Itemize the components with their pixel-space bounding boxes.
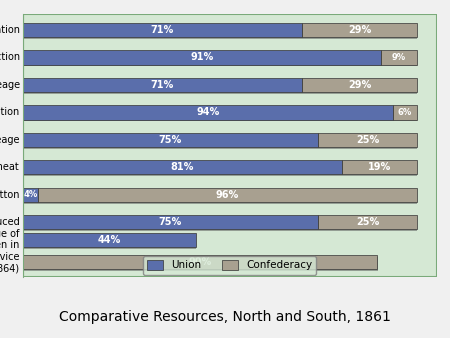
- Bar: [22, 23, 302, 37]
- Text: 19%: 19%: [368, 162, 391, 172]
- Bar: [303, 79, 417, 94]
- Text: 6%: 6%: [398, 108, 412, 117]
- Text: 71%: 71%: [151, 80, 174, 90]
- Bar: [39, 189, 417, 203]
- Text: Comparative Resources, North and South, 1861: Comparative Resources, North and South, …: [59, 311, 391, 324]
- Bar: [23, 162, 342, 176]
- Bar: [23, 189, 39, 203]
- Bar: [302, 23, 417, 37]
- Bar: [22, 105, 393, 120]
- Bar: [23, 107, 393, 121]
- Bar: [22, 50, 381, 65]
- Bar: [319, 134, 417, 149]
- Text: 4%: 4%: [23, 190, 37, 199]
- Text: 25%: 25%: [356, 135, 379, 145]
- Text: 94%: 94%: [196, 107, 220, 117]
- Bar: [381, 50, 417, 65]
- Bar: [393, 105, 417, 120]
- Bar: [22, 133, 318, 147]
- Bar: [22, 14, 436, 277]
- Legend: Union, Confederacy: Union, Confederacy: [143, 256, 316, 274]
- Bar: [22, 255, 378, 269]
- Text: 29%: 29%: [348, 25, 371, 35]
- Bar: [22, 160, 342, 174]
- Bar: [303, 25, 417, 39]
- Text: 25%: 25%: [356, 217, 379, 227]
- Text: 96%: 96%: [216, 190, 239, 200]
- Bar: [23, 52, 382, 66]
- Bar: [23, 257, 378, 271]
- Bar: [318, 133, 417, 147]
- Bar: [22, 215, 318, 230]
- Bar: [382, 52, 417, 66]
- Bar: [342, 162, 417, 176]
- Text: 75%: 75%: [159, 135, 182, 145]
- Bar: [342, 160, 417, 174]
- Bar: [319, 217, 417, 231]
- Text: 90%: 90%: [188, 257, 212, 267]
- Bar: [302, 78, 417, 92]
- Text: 29%: 29%: [348, 80, 371, 90]
- Bar: [318, 215, 417, 230]
- Bar: [23, 25, 303, 39]
- Bar: [23, 79, 303, 94]
- Text: 44%: 44%: [98, 235, 121, 245]
- Text: 71%: 71%: [151, 25, 174, 35]
- Text: 91%: 91%: [190, 52, 214, 63]
- Bar: [393, 107, 417, 121]
- Bar: [23, 217, 319, 231]
- Bar: [22, 188, 38, 202]
- Bar: [23, 235, 196, 249]
- Bar: [22, 233, 196, 247]
- Bar: [22, 78, 302, 92]
- Bar: [38, 188, 417, 202]
- Text: 75%: 75%: [159, 217, 182, 227]
- Text: 81%: 81%: [171, 162, 194, 172]
- Text: 9%: 9%: [392, 53, 406, 62]
- Bar: [23, 134, 319, 149]
